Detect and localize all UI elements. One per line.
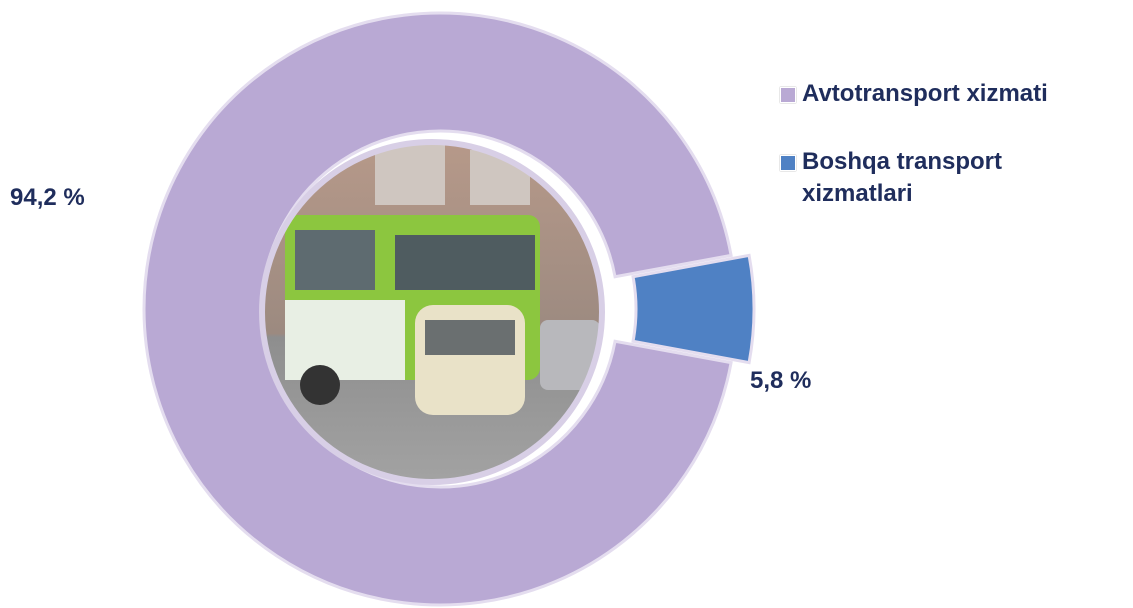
legend-swatch <box>780 87 796 103</box>
legend: Avtotransport xizmati Boshqa transport xi… <box>780 78 1120 246</box>
donut-segment <box>631 253 756 365</box>
value-label: 94,2 % <box>10 184 85 211</box>
legend-label: Avtotransport xizmati <box>802 80 1048 107</box>
hole-rim <box>259 139 605 485</box>
legend-label: Boshqa transport xizmatlari <box>802 148 1003 207</box>
legend-item: Avtotransport xizmati <box>780 78 1120 110</box>
center-photo <box>262 142 602 482</box>
legend-swatch <box>780 155 796 171</box>
legend-item: Boshqa transport xizmatlari <box>780 146 1120 210</box>
value-label: 5,8 % <box>750 367 811 394</box>
